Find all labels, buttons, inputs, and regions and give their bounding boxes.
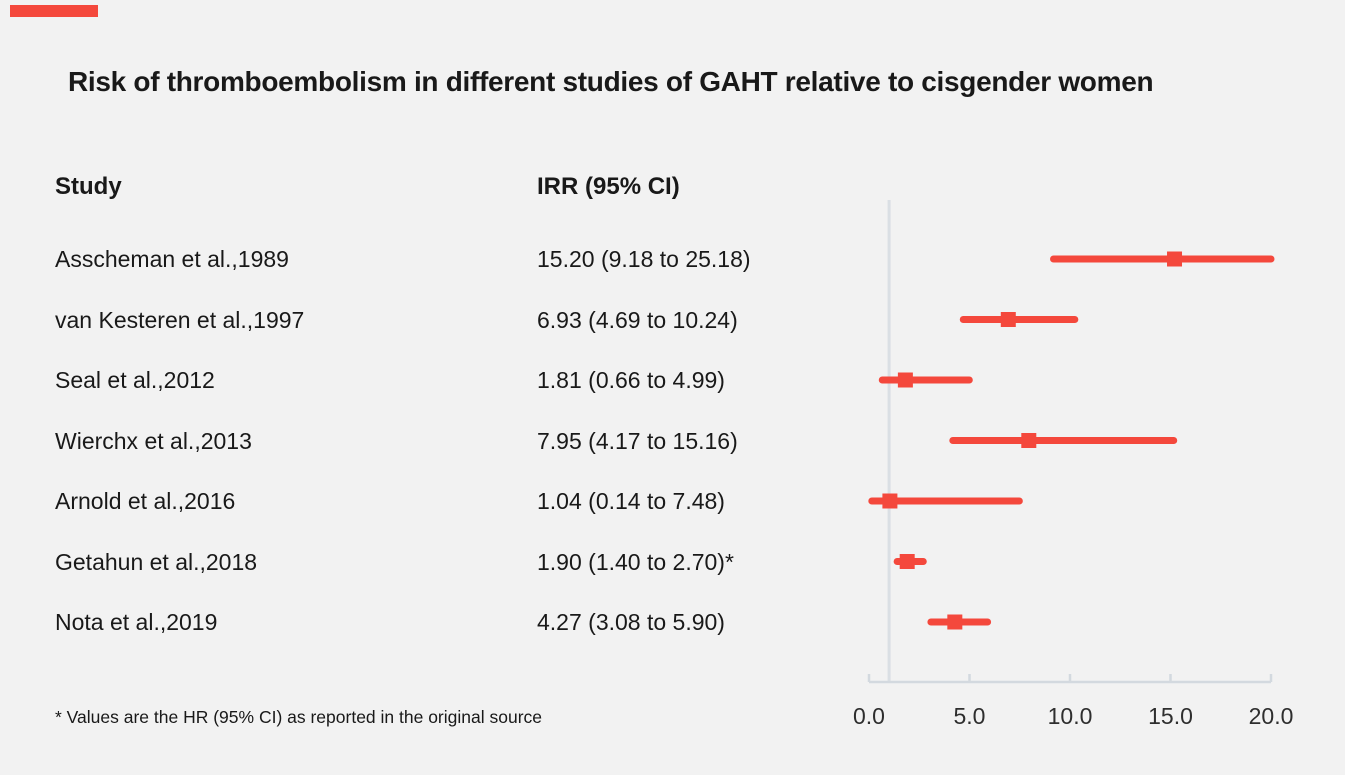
x-axis-tick-label: 10.0 xyxy=(1048,703,1093,729)
study-label: Getahun et al.,2018 xyxy=(55,548,258,575)
study-label: Arnold et al.,2016 xyxy=(55,488,236,514)
x-axis-tick-label: 5.0 xyxy=(954,703,986,729)
x-axis-tick-label: 15.0 xyxy=(1148,703,1193,729)
chart-title: Risk of thromboembolism in different stu… xyxy=(68,66,1154,97)
irr-value: 6.93 (4.69 to 10.24) xyxy=(537,306,738,333)
irr-value: 7.95 (4.17 to 15.16) xyxy=(537,427,738,454)
study-label: Wierchx et al.,2013 xyxy=(55,427,252,454)
irr-value: 15.20 (9.18 to 25.18) xyxy=(537,246,751,272)
brand-accent-bar xyxy=(10,5,98,17)
study-label: Asscheman et al.,1989 xyxy=(55,246,289,272)
estimate-marker xyxy=(947,614,963,630)
estimate-marker xyxy=(897,372,913,388)
study-label: Seal et al.,2012 xyxy=(55,367,215,393)
column-header-study: Study xyxy=(55,173,122,200)
x-axis-tick-label: 20.0 xyxy=(1249,703,1294,729)
x-axis-tick-label: 0.0 xyxy=(853,703,885,729)
irr-value: 1.04 (0.14 to 7.48) xyxy=(537,488,725,514)
estimate-marker xyxy=(899,554,915,569)
estimate-marker xyxy=(1021,433,1037,448)
study-label: Nota et al.,2019 xyxy=(55,609,218,635)
estimate-marker xyxy=(882,493,898,509)
column-header-irr: IRR (95% CI) xyxy=(537,173,680,200)
estimate-marker xyxy=(1000,312,1016,327)
irr-value: 4.27 (3.08 to 5.90) xyxy=(537,609,725,635)
irr-value: 1.81 (0.66 to 4.99) xyxy=(537,367,725,393)
irr-value: 1.90 (1.40 to 2.70)* xyxy=(537,548,734,575)
estimate-marker xyxy=(1167,251,1183,267)
study-label: van Kesteren et al.,1997 xyxy=(55,306,305,333)
footnote: * Values are the HR (95% CI) as reported… xyxy=(55,707,543,727)
